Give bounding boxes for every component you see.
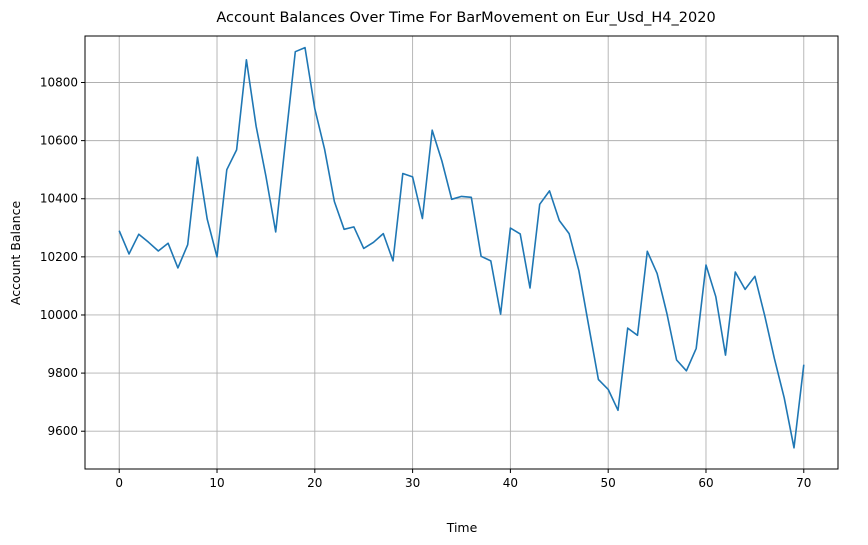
x-tick-label: 50 [601, 476, 616, 490]
series-layer [118, 46, 805, 449]
grid [85, 36, 838, 469]
x-tick-label: 30 [405, 476, 420, 490]
x-tick-label: 20 [307, 476, 322, 490]
y-tick-label: 9600 [47, 424, 78, 438]
y-tick-label: 10800 [40, 75, 78, 89]
y-axis-label: Account Balance [8, 201, 23, 306]
x-tick-label: 70 [796, 476, 811, 490]
x-tick-label: 40 [503, 476, 518, 490]
y-tick-label: 9800 [47, 366, 78, 380]
y-tick-label: 10000 [40, 308, 78, 322]
x-tick-label: 0 [115, 476, 123, 490]
x-axis-label: Time [446, 520, 478, 535]
x-tick-label: 10 [209, 476, 224, 490]
plot-frame [84, 35, 839, 470]
y-tick-label: 10400 [40, 192, 78, 206]
series-line-account-balance [118, 46, 805, 449]
y-tick-label: 10600 [40, 134, 78, 148]
ticks: 0 10 20 30 40 50 60 70 9600 9800 10000 10200 10400 10… [40, 75, 812, 490]
x-tick-label: 60 [698, 476, 713, 490]
y-tick-label: 10200 [40, 250, 78, 264]
chart-title: Account Balances Over Time For BarMoveme… [216, 10, 715, 26]
